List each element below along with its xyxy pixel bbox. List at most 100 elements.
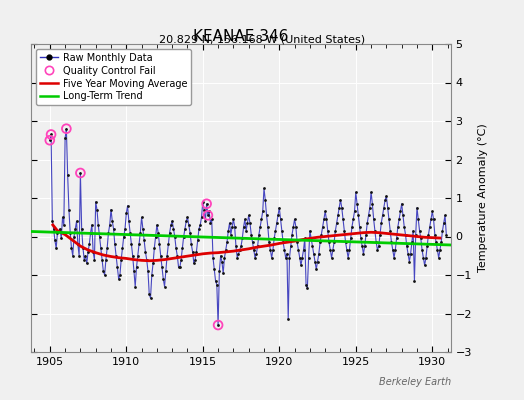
Legend: Raw Monthly Data, Quality Control Fail, Five Year Moving Average, Long-Term Tren: Raw Monthly Data, Quality Control Fail, … xyxy=(36,49,191,105)
Point xyxy=(198,214,206,220)
Point xyxy=(275,204,283,211)
Point xyxy=(47,131,55,138)
Point xyxy=(293,239,301,246)
Point xyxy=(441,212,449,218)
Point xyxy=(74,241,82,247)
Point xyxy=(247,231,255,238)
Point xyxy=(76,170,84,176)
Point xyxy=(335,204,343,211)
Point xyxy=(246,220,254,226)
Point xyxy=(296,254,304,261)
Point xyxy=(232,243,240,249)
Point xyxy=(384,204,392,211)
Point xyxy=(437,239,445,246)
Point xyxy=(141,249,150,255)
Point xyxy=(205,208,213,215)
Point xyxy=(184,222,193,228)
Point xyxy=(416,228,424,234)
Point xyxy=(346,235,355,242)
Point xyxy=(48,218,57,224)
Point xyxy=(354,212,363,218)
Point xyxy=(193,237,202,244)
Point xyxy=(166,230,174,236)
Point xyxy=(370,228,379,234)
Point xyxy=(344,254,352,261)
Point xyxy=(213,282,221,288)
Point xyxy=(387,239,396,246)
Point xyxy=(329,247,337,253)
Point xyxy=(391,247,399,253)
Point xyxy=(199,199,207,205)
Point xyxy=(151,233,160,240)
Point xyxy=(164,241,172,247)
Point xyxy=(314,251,323,257)
Point xyxy=(266,247,275,253)
Point xyxy=(340,228,348,234)
Point xyxy=(101,272,109,278)
Point xyxy=(417,235,425,242)
Point xyxy=(225,220,234,226)
Point xyxy=(428,208,436,215)
Point xyxy=(78,226,86,232)
Point xyxy=(52,245,60,251)
Point xyxy=(69,252,77,259)
Point xyxy=(312,266,321,272)
Point xyxy=(108,218,116,224)
Point xyxy=(190,260,198,267)
Point xyxy=(79,245,87,251)
Point xyxy=(438,228,446,234)
Point xyxy=(336,197,345,203)
Point xyxy=(357,235,365,242)
Point xyxy=(135,241,143,247)
Point xyxy=(404,251,412,257)
Point xyxy=(249,247,258,253)
Point xyxy=(362,231,370,238)
Point xyxy=(369,216,378,222)
Point xyxy=(71,226,80,232)
Point xyxy=(405,258,413,265)
Point xyxy=(131,283,139,290)
Point xyxy=(379,204,388,211)
Point xyxy=(70,233,78,240)
Point xyxy=(274,212,282,218)
Point xyxy=(140,237,148,244)
Point xyxy=(261,197,269,203)
Point xyxy=(326,247,334,253)
Point xyxy=(281,254,290,261)
Point xyxy=(373,247,381,253)
Point xyxy=(368,200,377,207)
Point xyxy=(238,235,246,242)
Point xyxy=(211,278,220,284)
Point xyxy=(182,218,190,224)
Point xyxy=(429,216,438,222)
Point xyxy=(187,241,195,247)
Point xyxy=(345,247,354,253)
Point xyxy=(107,206,115,213)
Point xyxy=(396,208,405,215)
Point xyxy=(154,230,162,236)
Point xyxy=(219,270,227,276)
Point xyxy=(204,212,212,218)
Point xyxy=(263,212,271,218)
Point xyxy=(310,251,318,257)
Point xyxy=(320,216,328,222)
Point xyxy=(209,254,217,261)
Point xyxy=(104,230,113,236)
Point xyxy=(414,216,422,222)
Point xyxy=(67,245,75,251)
Point xyxy=(62,126,71,132)
Point xyxy=(366,204,374,211)
Point xyxy=(149,260,157,267)
Point xyxy=(181,226,189,232)
Point xyxy=(99,268,107,274)
Point xyxy=(400,224,408,230)
Point xyxy=(136,230,145,236)
Point xyxy=(301,235,309,242)
Point xyxy=(248,239,257,246)
Point xyxy=(168,218,177,224)
Point xyxy=(422,254,430,261)
Point xyxy=(361,243,369,249)
Y-axis label: Temperature Anomaly (°C): Temperature Anomaly (°C) xyxy=(477,124,487,272)
Point xyxy=(88,222,96,228)
Point xyxy=(191,256,199,263)
